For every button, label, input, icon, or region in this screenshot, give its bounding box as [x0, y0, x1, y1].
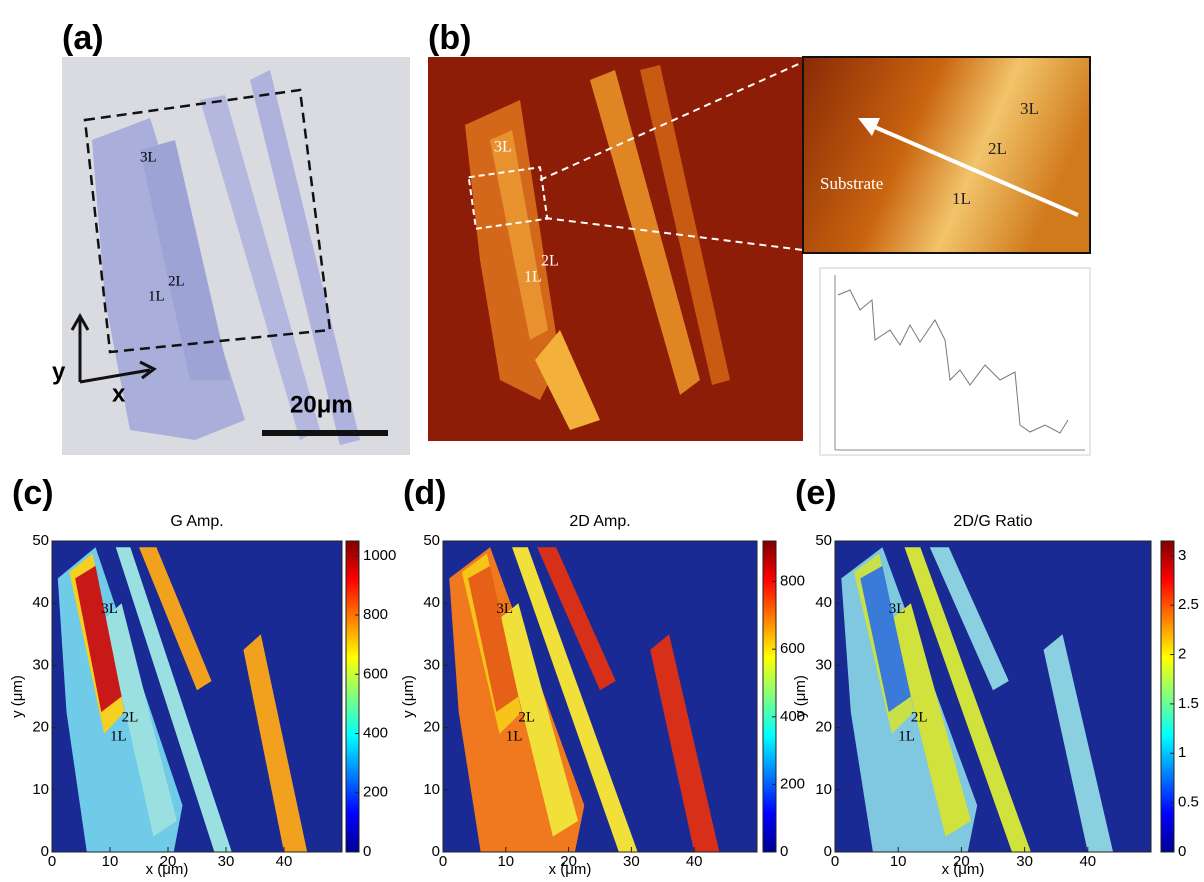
x-tick-label: 10: [497, 853, 514, 870]
x-axis-label: x (μm): [146, 861, 189, 877]
y-tick-label: 10: [32, 781, 49, 798]
y-tick-label: 0: [824, 843, 832, 860]
x-tick-label: 40: [686, 853, 703, 870]
y-tick-label: 30: [32, 656, 49, 673]
annotation: 1L: [148, 288, 165, 304]
colorbar-tick-label: 0.5: [1178, 794, 1199, 811]
colorbar-tick-label: 3: [1178, 547, 1186, 564]
colorbar-tick-label: 200: [363, 784, 388, 801]
annotation: 2L: [541, 253, 559, 270]
x-tick-label: 30: [623, 853, 640, 870]
chart-title: G Amp.: [170, 513, 223, 530]
colorbar-tick-label: 2: [1178, 646, 1186, 663]
chart-title: 2D Amp.: [569, 513, 630, 530]
x-tick-label: 10: [102, 853, 119, 870]
colorbar-tick-label: 0: [780, 843, 788, 860]
annotation: 2L: [122, 710, 139, 726]
x-tick-label: 0: [48, 853, 56, 870]
colorbar-tick-label: 1.5: [1178, 695, 1199, 712]
annotation: 1L: [524, 269, 542, 286]
y-tick-label: 40: [815, 594, 832, 611]
x-tick-label: 30: [218, 853, 235, 870]
colorbar-tick-label: 200: [780, 775, 805, 792]
colorbar-tick-label: 0: [363, 843, 371, 860]
colorbar: [346, 541, 359, 852]
x-tick-label: 0: [831, 853, 839, 870]
panel-label: (c): [12, 474, 54, 512]
x-tick-label: 0: [439, 853, 447, 870]
axis-label: x: [112, 380, 126, 407]
colorbar-tick-label: 1000: [363, 547, 396, 564]
y-tick-label: 0: [432, 843, 440, 860]
y-tick-label: 20: [815, 719, 832, 736]
panel-label: (a): [62, 19, 104, 57]
colorbar-tick-label: 400: [363, 724, 388, 741]
axis-label: y: [52, 358, 66, 385]
annotation: 3L: [889, 601, 906, 617]
colorbar-tick-label: 2.5: [1178, 596, 1199, 613]
annotation: 3L: [494, 139, 512, 156]
annotation: 1L: [506, 728, 523, 744]
chart-title: 2D/G Ratio: [953, 513, 1032, 530]
panel-label: (e): [795, 474, 837, 512]
y-tick-label: 0: [41, 843, 49, 860]
colorbar-tick-label: 800: [780, 573, 805, 590]
y-tick-label: 40: [423, 594, 440, 611]
scale-bar-label: 20μm: [290, 391, 353, 418]
x-tick-label: 40: [1079, 853, 1096, 870]
y-axis-label: y (μm): [9, 675, 26, 718]
y-tick-label: 30: [423, 656, 440, 673]
y-axis-label: y (μm): [400, 675, 417, 718]
panel-label: (b): [428, 19, 471, 57]
inset-annotation: Substrate: [820, 174, 883, 193]
y-tick-label: 50: [815, 532, 832, 549]
x-axis-label: x (μm): [942, 861, 985, 877]
panel-label: (d): [403, 474, 446, 512]
inset-annotation: 3L: [1020, 99, 1039, 118]
y-tick-label: 20: [32, 719, 49, 736]
x-tick-label: 10: [890, 853, 907, 870]
annotation: 1L: [110, 728, 127, 744]
inset-annotation: 2L: [988, 139, 1007, 158]
annotation: 1L: [898, 728, 915, 744]
y-axis-label: y (μm): [792, 675, 809, 718]
x-tick-label: 40: [276, 853, 293, 870]
colorbar-tick-label: 0: [1178, 843, 1186, 860]
colorbar: [1161, 541, 1174, 852]
colorbar-tick-label: 600: [780, 640, 805, 657]
colorbar-tick-label: 1: [1178, 744, 1186, 761]
y-tick-label: 50: [423, 532, 440, 549]
y-tick-label: 10: [815, 781, 832, 798]
annotation: 3L: [101, 601, 118, 617]
figure: (a) 3L 2L 1L y x 20μm (b) 3L 2L 1L Subst…: [0, 0, 1204, 877]
y-tick-label: 50: [32, 532, 49, 549]
colorbar-tick-label: 800: [363, 606, 388, 623]
y-tick-label: 30: [815, 656, 832, 673]
colorbar-tick-label: 600: [363, 665, 388, 682]
annotation: 2L: [518, 710, 535, 726]
annotation: 2L: [168, 273, 185, 289]
x-tick-label: 30: [1016, 853, 1033, 870]
annotation: 3L: [496, 601, 513, 617]
y-tick-label: 40: [32, 594, 49, 611]
x-axis-label: x (μm): [549, 861, 592, 877]
raman-image: [428, 57, 1090, 455]
annotation: 2L: [911, 710, 928, 726]
colorbar: [763, 541, 776, 852]
y-tick-label: 10: [423, 781, 440, 798]
inset-annotation: 1L: [952, 189, 971, 208]
annotation: 3L: [140, 149, 157, 165]
y-tick-label: 20: [423, 719, 440, 736]
